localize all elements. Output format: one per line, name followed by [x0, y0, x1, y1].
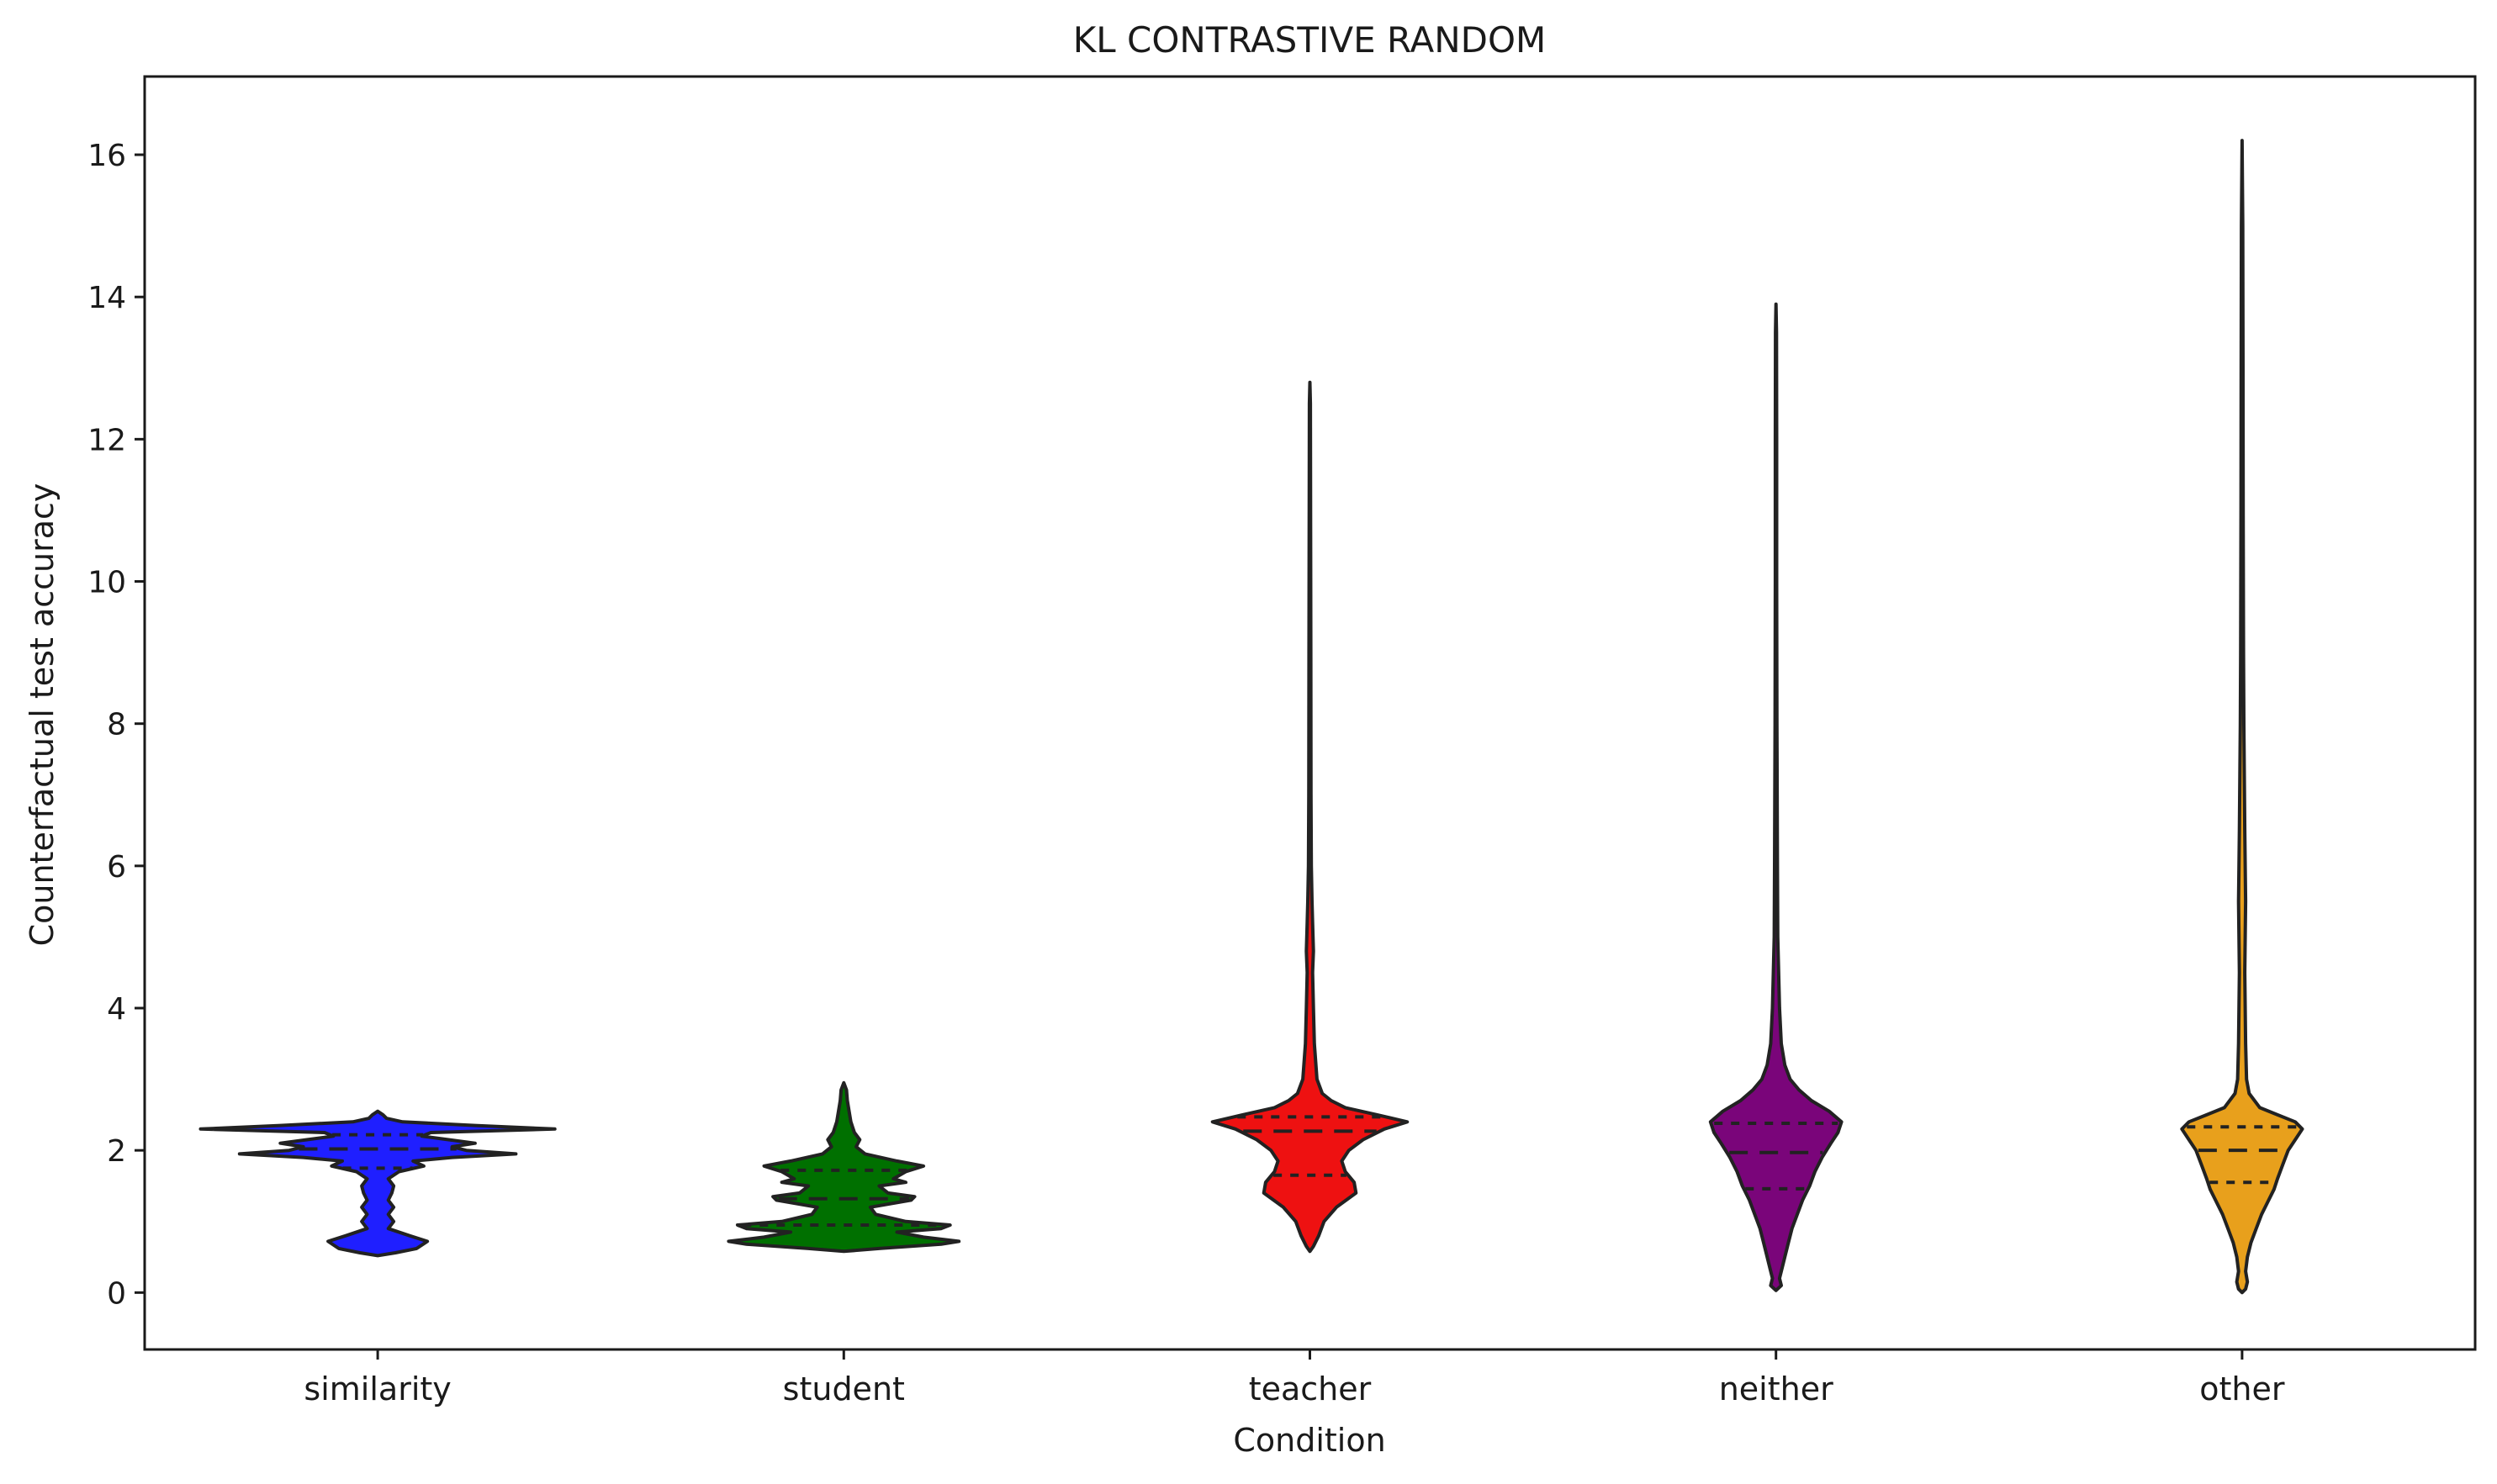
x-tick-label-neither: neither: [1719, 1370, 1833, 1407]
y-tick-label-2: 4: [107, 992, 126, 1027]
y-axis: 0 2 4 6 8 10 12 14 16: [87, 139, 145, 1311]
violin-body-similarity: [198, 1109, 557, 1258]
y-tick-label-1: 2: [107, 1134, 126, 1169]
y-tick-label-0: 0: [107, 1276, 126, 1311]
x-axis: similarity student teacher neither other: [304, 1349, 2285, 1407]
violin-student: [727, 1080, 961, 1254]
y-tick-label-6: 12: [87, 423, 126, 457]
plot-frame: [143, 75, 2477, 1351]
x-tick-label-teacher: teacher: [1249, 1370, 1372, 1407]
y-tick-label-4: 8: [107, 708, 126, 742]
violin-body-teacher: [1210, 380, 1410, 1254]
violin-similarity: [198, 1109, 557, 1258]
x-tick-label-other: other: [2199, 1370, 2285, 1407]
violins-layer: [198, 139, 2304, 1295]
violin-body-student: [727, 1080, 961, 1254]
y-tick-label-3: 6: [107, 850, 126, 885]
y-tick-label-5: 10: [87, 566, 126, 600]
x-tick-label-similarity: similarity: [304, 1370, 451, 1407]
x-axis-label: Condition: [1233, 1422, 1385, 1459]
violin-body-neither: [1708, 302, 1844, 1292]
y-tick-label-8: 16: [87, 139, 126, 173]
violin-body-other: [2180, 139, 2304, 1295]
y-tick-label-7: 14: [87, 281, 126, 315]
x-tick-label-student: student: [783, 1370, 905, 1407]
violin-other: [2180, 139, 2304, 1295]
violin-teacher: [1210, 380, 1410, 1254]
chart-title: KL CONTRASTIVE RANDOM: [1073, 19, 1547, 61]
violin-neither: [1708, 302, 1844, 1292]
y-axis-label: Counterfactual test accuracy: [24, 483, 61, 947]
